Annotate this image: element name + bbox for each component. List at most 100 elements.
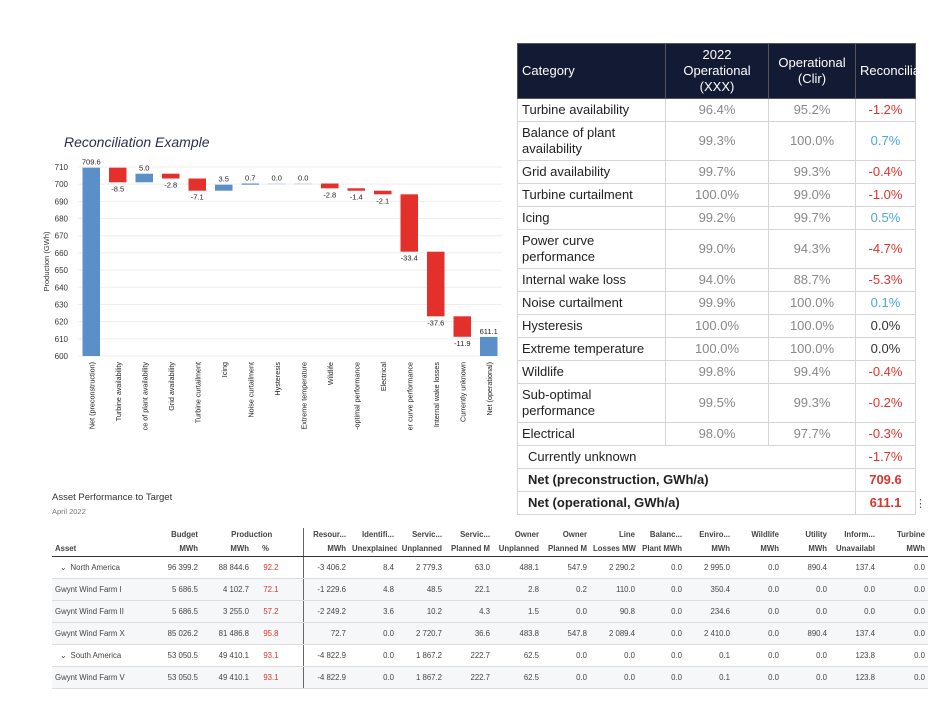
- column-header-top[interactable]: Inform...: [844, 530, 875, 539]
- category-cell: Turbine availability: [517, 98, 666, 122]
- x-tick-label: Turbine curtailment: [193, 362, 202, 423]
- column-header[interactable]: Losses MW: [590, 542, 638, 557]
- column-header-top[interactable]: Servic...: [460, 530, 490, 539]
- column-header[interactable]: MWh: [155, 542, 201, 557]
- column-header-top[interactable]: Budget: [171, 530, 198, 539]
- column-header-top[interactable]: [52, 528, 155, 542]
- value-cell: -1.0%: [855, 183, 916, 207]
- value-cell: 1 867.2: [397, 644, 445, 667]
- asset-name: ⌄ South America: [52, 644, 155, 667]
- column-header[interactable]: MWh: [303, 542, 349, 557]
- value-cell: 5 686.5: [155, 600, 201, 623]
- column-header-top[interactable]: Line: [618, 530, 635, 539]
- column-header[interactable]: MWh: [733, 542, 782, 557]
- column-header[interactable]: MWh: [685, 542, 733, 557]
- value-cell: 100.0%: [768, 337, 856, 361]
- chevron-down-icon[interactable]: ⌄: [60, 651, 67, 660]
- more-vertical-icon[interactable]: ⋮: [915, 498, 926, 510]
- x-tick-label: Net (preconstruction): [87, 362, 96, 429]
- value-cell: 36.6: [445, 622, 493, 645]
- value-cell: 93.1: [252, 666, 304, 689]
- y-tick-label: 660: [55, 249, 69, 258]
- summary-label: Net (operational, GWh/a): [517, 491, 856, 515]
- column-header[interactable]: Planned M: [542, 542, 590, 557]
- y-axis-label: Production (GWh): [42, 231, 51, 292]
- column-header[interactable]: Unplanned: [397, 542, 445, 557]
- group-row[interactable]: ⌄ North America 96 399.2 88 844.6 92.2 -3 406…: [52, 556, 928, 579]
- table-row[interactable]: Gwynt Wind Farm I 5 686.5 4 102.7 72.1 -1 22…: [52, 578, 928, 601]
- value-cell: 0.0: [878, 622, 928, 645]
- column-header[interactable]: Planned M: [445, 542, 493, 557]
- table-row: Noise curtailment 99.9% 100.0% 0.1%: [517, 291, 916, 315]
- asset-label: Gwynt Wind Farm V: [55, 673, 125, 682]
- column-header-top[interactable]: Servic...: [412, 530, 442, 539]
- column-header[interactable]: Unexplained: [349, 542, 397, 557]
- data-label: -2.1: [376, 196, 389, 205]
- value-cell: 94.0%: [665, 268, 769, 292]
- value-cell: 72.7: [303, 622, 349, 645]
- value-cell: 222.7: [445, 666, 493, 689]
- table-row: Hysteresis 100.0% 100.0% 0.0%: [517, 314, 916, 338]
- value-cell: 137.4: [830, 622, 878, 645]
- column-header: Category: [517, 43, 666, 99]
- y-tick-label: 620: [55, 318, 69, 327]
- data-label: 709.6: [82, 158, 101, 167]
- column-header-top[interactable]: Identifi...: [361, 530, 394, 539]
- column-header: Reconciliation: [855, 43, 931, 99]
- column-header-top[interactable]: Balanc...: [649, 530, 682, 539]
- value-cell: 53 050.5: [155, 644, 201, 667]
- asset-label: South America: [70, 651, 122, 660]
- table-row: Extreme temperature 100.0% 100.0% 0.0%: [517, 337, 916, 361]
- x-tick-label: Extreme temperature: [299, 362, 308, 430]
- value-cell: 0.0: [878, 578, 928, 601]
- asset-label: Gwynt Wind Farm X: [55, 629, 125, 638]
- table-row[interactable]: Gwynt Wind Farm V 53 050.5 49 410.1 93.1 -4 …: [52, 666, 928, 689]
- column-header-top[interactable]: Enviro...: [699, 530, 730, 539]
- value-cell: 0.0: [590, 644, 638, 667]
- column-header[interactable]: Unplanned: [493, 542, 542, 557]
- value-cell: 234.6: [685, 600, 733, 623]
- value-cell: 100.0%: [768, 121, 856, 161]
- column-header-top[interactable]: Owner: [514, 530, 539, 539]
- group-row[interactable]: ⌄ South America 53 050.5 49 410.1 93.1 -4 822…: [52, 644, 928, 667]
- column-header[interactable]: Plant MWh: [638, 542, 685, 557]
- column-header: Operational (Clir): [768, 43, 856, 99]
- value-cell: 0.0: [878, 644, 928, 667]
- chevron-down-icon[interactable]: ⌄: [60, 563, 67, 572]
- category-cell: Balance of plant availability: [517, 121, 666, 161]
- column-header[interactable]: %: [252, 542, 304, 557]
- category-cell: Turbine curtailment: [517, 183, 666, 207]
- category-cell: Sub-optimal performance: [517, 383, 666, 423]
- summary-value: -1.7%: [855, 445, 916, 469]
- value-cell: 95.8: [252, 622, 304, 645]
- column-header-top[interactable]: Resour...: [313, 530, 346, 539]
- table-row[interactable]: Gwynt Wind Farm II 5 686.5 3 255.0 57.2 -2 2…: [52, 600, 928, 623]
- column-header-top[interactable]: Wildlife: [751, 530, 779, 539]
- column-header-top[interactable]: Production: [201, 528, 304, 542]
- data-label: 611.1: [480, 327, 498, 336]
- column-header[interactable]: Asset: [52, 542, 155, 557]
- value-cell: 0.0: [733, 644, 782, 667]
- table-row[interactable]: Gwynt Wind Farm X 85 026.2 81 486.8 95.8 72.…: [52, 622, 928, 645]
- column-header-top[interactable]: Turbine: [896, 530, 925, 539]
- waterfall-bar: [347, 188, 365, 191]
- column-header[interactable]: MWh: [201, 542, 252, 557]
- value-cell: 98.0%: [665, 422, 769, 446]
- waterfall-bar: [188, 178, 206, 191]
- value-cell: -4.7%: [855, 229, 916, 269]
- waterfall-chart: 600 610 620 630 640 650 660 670 680 690 700 710 Prod…: [42, 158, 502, 430]
- value-cell: 0.0: [782, 644, 830, 667]
- y-tick-label: 670: [55, 232, 69, 241]
- column-header-top[interactable]: Utility: [805, 530, 827, 539]
- value-cell: -4 822.9: [303, 644, 349, 667]
- column-header[interactable]: Unavailabl: [830, 542, 878, 557]
- table-row: Turbine availability 96.4% 95.2% -1.2%: [517, 98, 916, 122]
- value-cell: -5.3%: [855, 268, 916, 292]
- y-tick-label: 610: [55, 335, 69, 344]
- column-header[interactable]: MWh: [878, 542, 928, 557]
- summary-value: 709.6: [855, 468, 916, 492]
- column-header[interactable]: MWh: [782, 542, 830, 557]
- y-tick-label: 700: [55, 180, 69, 189]
- column-header-top[interactable]: Owner: [562, 530, 587, 539]
- data-label: -8.5: [111, 184, 124, 193]
